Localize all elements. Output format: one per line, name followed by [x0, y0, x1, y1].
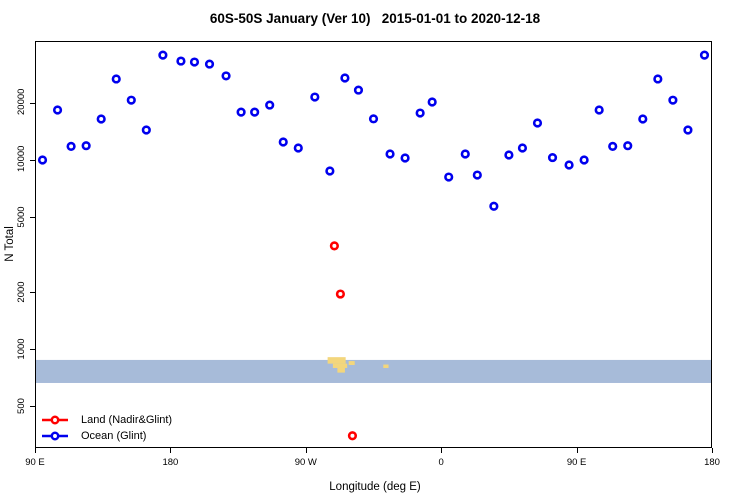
legend-item: Ocean (Glint) — [41, 428, 172, 444]
ocean-data-point — [444, 172, 454, 182]
legend-item: Land (Nadir&Glint) — [41, 412, 172, 428]
ocean-data-point — [608, 141, 618, 152]
x-tick-mark — [35, 448, 36, 453]
y-tick-label: 1000 — [16, 338, 27, 360]
ocean-data-point — [504, 150, 514, 160]
ocean-data-point — [460, 149, 470, 159]
ocean-data-point — [236, 107, 246, 117]
legend: Land (Nadir&Glint) Ocean (Glint) — [41, 412, 172, 444]
ocean-data-point — [668, 95, 678, 105]
land-data-point — [329, 241, 339, 251]
map-strip-land-patagonia-tip — [337, 367, 345, 373]
x-tick-mark — [576, 448, 578, 453]
x-axis-label: Longitude (deg E) — [329, 481, 421, 493]
y-tick-label: 5000 — [16, 206, 27, 228]
ocean-data-point — [250, 107, 260, 117]
ocean-data-point — [81, 141, 91, 151]
plot-area — [35, 50, 712, 441]
ocean-data-point — [293, 143, 303, 153]
ocean-data-point — [278, 137, 288, 147]
y-tick-mark — [30, 349, 35, 351]
ocean-data-point — [547, 152, 558, 163]
ocean-data-point — [415, 108, 425, 118]
y-tick-mark — [30, 292, 35, 294]
ocean-data-point — [141, 125, 151, 135]
ocean-data-point — [340, 73, 350, 83]
ocean-data-point — [638, 114, 648, 124]
x-tick-label: 90 E — [25, 457, 45, 468]
y-tick-mark — [30, 406, 35, 408]
ocean-data-point — [427, 97, 437, 107]
legend-label: Land (Nadir&Glint) — [81, 414, 173, 426]
map-strip-land-falkland-islands — [348, 361, 355, 365]
ocean-data-point — [204, 59, 215, 69]
y-tick-label: 20000 — [16, 88, 27, 115]
map-strip-land-patagonia-main — [327, 357, 346, 364]
ocean-data-point — [594, 105, 604, 115]
legend-label: Ocean (Glint) — [81, 430, 147, 442]
y-tick-label: 500 — [16, 398, 27, 415]
ocean-data-point — [472, 170, 482, 180]
ocean-data-point — [489, 201, 499, 211]
ocean-data-point — [176, 56, 186, 66]
land-data-point — [335, 289, 346, 299]
ocean-data-point — [126, 95, 136, 105]
x-tick-label: 90 W — [294, 457, 317, 468]
y-tick-mark — [30, 160, 35, 161]
x-tick-label: 180 — [704, 457, 720, 468]
ocean-data-point — [368, 114, 379, 124]
ocean-data-point — [400, 153, 410, 163]
ocean-data-point — [96, 114, 106, 124]
x-tick-mark — [305, 448, 307, 453]
ocean-data-point — [158, 50, 168, 60]
ocean-data-point — [699, 50, 710, 60]
ocean-data-point — [517, 143, 528, 153]
x-tick-mark — [170, 448, 172, 453]
ocean-data-point — [189, 57, 200, 67]
ocean-data-point — [325, 166, 335, 176]
ocean-data-point — [579, 155, 589, 165]
ocean-data-point — [564, 160, 574, 170]
map-strip-land-south-georgia — [383, 364, 389, 368]
legend-marker-icon — [42, 415, 68, 425]
map-strip-land-patagonia-mid — [332, 363, 348, 368]
ocean-data-point — [623, 141, 633, 151]
y-tick-mark — [30, 103, 35, 104]
ocean-data-point — [52, 105, 63, 115]
y-tick-mark — [30, 217, 35, 219]
ocean-data-point — [265, 100, 275, 110]
ocean-data-point — [532, 118, 543, 128]
y-tick-label: 2000 — [16, 281, 27, 303]
land-data-point — [347, 431, 358, 441]
plot-frame — [35, 41, 712, 448]
x-tick-label: 180 — [162, 457, 179, 468]
x-tick-label: 0 — [438, 457, 444, 468]
ocean-data-point — [683, 125, 693, 135]
legend-marker-icon — [42, 431, 68, 441]
y-tick-label: 10000 — [16, 145, 27, 172]
ocean-data-point — [353, 85, 364, 95]
y-axis-label: N Total — [4, 226, 16, 262]
ocean-data-point — [385, 149, 395, 159]
ocean-data-point — [653, 74, 663, 84]
ocean-data-point — [37, 155, 48, 165]
x-tick-mark — [441, 448, 443, 453]
ocean-data-point — [310, 92, 320, 102]
x-tick-mark — [712, 448, 713, 453]
x-tick-label: 90 E — [566, 457, 587, 468]
chart-title: 60S-50S January (Ver 10) 2015-01-01 to 2… — [209, 11, 541, 26]
map-strip-ocean-band — [35, 359, 712, 383]
ocean-data-point — [66, 141, 76, 152]
ocean-data-point — [221, 71, 231, 81]
ocean-data-point — [111, 74, 121, 84]
